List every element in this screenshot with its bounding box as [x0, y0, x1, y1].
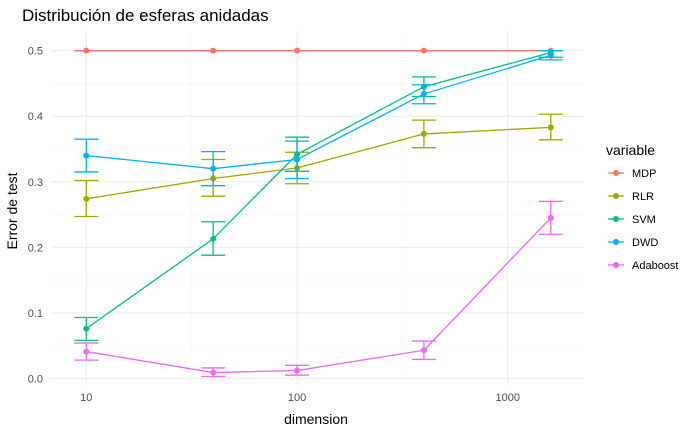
- legend-key-point: [613, 262, 619, 268]
- legend-item-adaboost: Adaboost: [608, 260, 678, 272]
- y-tick-label: 0.4: [28, 111, 43, 123]
- series-svm: [74, 49, 563, 342]
- data-point: [83, 152, 90, 159]
- legend-label: RLR: [632, 191, 654, 203]
- legend: variable MDP RLR SVM DWD Adaboost: [606, 142, 678, 272]
- data-point: [210, 235, 217, 242]
- x-axis-title: dimension: [284, 411, 348, 427]
- legend-label: Adaboost: [632, 260, 678, 272]
- data-point: [294, 156, 301, 163]
- data-point: [420, 130, 427, 137]
- y-tick-label: 0.1: [28, 308, 43, 320]
- data-point: [294, 47, 301, 54]
- data-point: [420, 90, 427, 97]
- series-adaboost: [74, 200, 563, 378]
- x-tick-label: 10: [80, 392, 92, 404]
- data-point: [83, 47, 90, 54]
- legend-label: MDP: [632, 168, 656, 180]
- data-point: [547, 214, 554, 221]
- y-tick-label: 0.2: [28, 242, 43, 254]
- chart-title: Distribución de esferas anidadas: [22, 6, 269, 25]
- legend-key-point: [613, 216, 619, 222]
- legend-label: SVM: [632, 214, 656, 226]
- legend-key-point: [613, 239, 619, 245]
- legend-key-point: [613, 170, 619, 176]
- data-point: [83, 325, 90, 332]
- legend-item-dwd: DWD: [608, 237, 658, 249]
- data-point: [83, 348, 90, 355]
- legend-label: DWD: [632, 237, 658, 249]
- series-line: [85, 52, 551, 330]
- legend-item-svm: SVM: [608, 214, 656, 226]
- series-dwd: [74, 50, 563, 187]
- series-mdp: [74, 47, 563, 54]
- y-axis-title: Error de test: [4, 172, 20, 249]
- series-line: [86, 217, 552, 374]
- legend-item-mdp: MDP: [608, 168, 656, 180]
- data-point: [210, 165, 217, 172]
- data-point: [420, 347, 427, 354]
- grid: [51, 31, 584, 385]
- data-point: [210, 47, 217, 54]
- data-point: [547, 52, 554, 59]
- legend-title: variable: [606, 142, 655, 158]
- data-point: [420, 47, 427, 54]
- series-rlr: [74, 113, 563, 218]
- y-tick-label: 0.5: [28, 46, 43, 58]
- x-tick-label: 100: [288, 392, 306, 404]
- y-axis-ticks: 0.0 0.1 0.2 0.3 0.4 0.5: [28, 46, 43, 386]
- plot-area: [74, 47, 563, 378]
- x-axis-ticks: 10 100 1000: [80, 392, 520, 404]
- data-point: [210, 369, 217, 376]
- series-line: [86, 54, 551, 170]
- data-point: [83, 195, 90, 202]
- data-point: [547, 124, 554, 131]
- legend-item-rlr: RLR: [608, 191, 654, 203]
- legend-key-point: [613, 193, 619, 199]
- y-tick-label: 0.0: [28, 373, 43, 385]
- x-tick-label: 1000: [496, 392, 520, 404]
- data-point: [294, 367, 301, 374]
- y-tick-label: 0.3: [28, 177, 43, 189]
